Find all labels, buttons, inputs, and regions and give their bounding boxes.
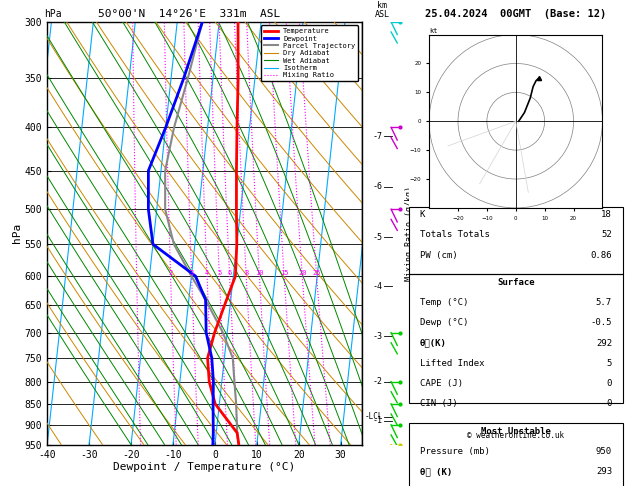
Text: Temp (°C): Temp (°C) bbox=[420, 298, 468, 307]
Text: 0: 0 bbox=[606, 399, 612, 408]
Text: θᴇ(K): θᴇ(K) bbox=[420, 339, 447, 347]
Text: 5: 5 bbox=[217, 270, 221, 276]
Text: 293: 293 bbox=[596, 467, 612, 476]
Text: K: K bbox=[420, 210, 425, 219]
Text: km
ASL: km ASL bbox=[375, 1, 389, 19]
Text: 4: 4 bbox=[205, 270, 209, 276]
Text: 292: 292 bbox=[596, 339, 612, 347]
Text: 52: 52 bbox=[601, 230, 612, 239]
Text: Most Unstable: Most Unstable bbox=[481, 427, 551, 435]
X-axis label: Dewpoint / Temperature (°C): Dewpoint / Temperature (°C) bbox=[113, 462, 296, 472]
Text: 8: 8 bbox=[244, 270, 248, 276]
Text: 50°00'N  14°26'E  331m  ASL: 50°00'N 14°26'E 331m ASL bbox=[97, 9, 280, 19]
Text: -1: -1 bbox=[373, 416, 383, 425]
Text: 18: 18 bbox=[601, 210, 612, 219]
Text: -3: -3 bbox=[373, 332, 383, 341]
Text: 5.7: 5.7 bbox=[596, 298, 612, 307]
Text: kt: kt bbox=[429, 28, 438, 34]
Text: -LCL: -LCL bbox=[364, 412, 383, 421]
Text: -4: -4 bbox=[373, 282, 383, 291]
Text: 0.86: 0.86 bbox=[591, 251, 612, 260]
Text: 15: 15 bbox=[280, 270, 289, 276]
Text: 25: 25 bbox=[313, 270, 321, 276]
Text: Pressure (mb): Pressure (mb) bbox=[420, 447, 489, 456]
Text: 5: 5 bbox=[606, 359, 612, 368]
Text: © weatheronline.co.uk: © weatheronline.co.uk bbox=[467, 432, 564, 440]
Text: 25.04.2024  00GMT  (Base: 12): 25.04.2024 00GMT (Base: 12) bbox=[425, 9, 606, 19]
Bar bbox=[409, 423, 623, 486]
Y-axis label: Mixing Ratio (g/kg): Mixing Ratio (g/kg) bbox=[405, 186, 415, 281]
Text: Surface: Surface bbox=[497, 278, 535, 287]
Bar bbox=[409, 207, 623, 274]
Bar bbox=[409, 274, 623, 403]
Text: -2: -2 bbox=[373, 377, 383, 386]
Text: PW (cm): PW (cm) bbox=[420, 251, 457, 260]
Text: θᴇ (K): θᴇ (K) bbox=[420, 467, 452, 476]
Text: 6: 6 bbox=[228, 270, 231, 276]
Text: 2: 2 bbox=[169, 270, 173, 276]
Legend: Temperature, Dewpoint, Parcel Trajectory, Dry Adiabat, Wet Adiabat, Isotherm, Mi: Temperature, Dewpoint, Parcel Trajectory… bbox=[261, 25, 358, 81]
Text: 3: 3 bbox=[189, 270, 194, 276]
Text: CIN (J): CIN (J) bbox=[420, 399, 457, 408]
Text: -5: -5 bbox=[373, 233, 383, 242]
Text: 10: 10 bbox=[255, 270, 264, 276]
Text: 20: 20 bbox=[298, 270, 306, 276]
Text: 0: 0 bbox=[606, 379, 612, 388]
Text: hPa: hPa bbox=[44, 9, 62, 19]
Text: Lifted Index: Lifted Index bbox=[420, 359, 484, 368]
Text: -6: -6 bbox=[373, 182, 383, 191]
Y-axis label: hPa: hPa bbox=[12, 223, 22, 243]
Text: -7: -7 bbox=[373, 132, 383, 141]
Text: CAPE (J): CAPE (J) bbox=[420, 379, 462, 388]
Text: 950: 950 bbox=[596, 447, 612, 456]
Text: Totals Totals: Totals Totals bbox=[420, 230, 489, 239]
Text: Dewp (°C): Dewp (°C) bbox=[420, 318, 468, 327]
Text: -0.5: -0.5 bbox=[591, 318, 612, 327]
